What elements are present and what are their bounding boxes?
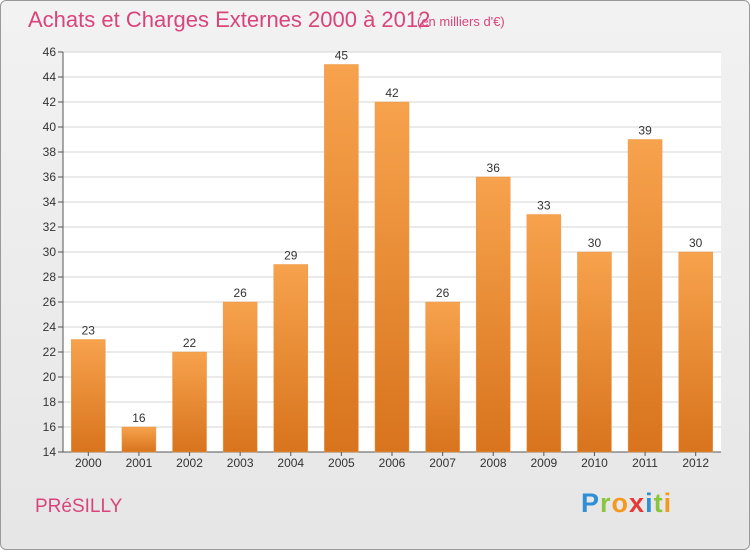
y-tick-label: 24: [43, 320, 57, 334]
data-label: 16: [132, 411, 146, 425]
y-tick-label: 14: [43, 445, 57, 459]
data-label: 30: [689, 236, 703, 250]
data-label: 22: [183, 336, 197, 350]
bar: [374, 101, 410, 453]
bar: [121, 426, 157, 453]
data-label: 29: [284, 249, 298, 263]
x-tick-label: 2003: [227, 456, 254, 470]
bar: [71, 339, 106, 453]
bar: [324, 64, 359, 453]
x-tick-label: 2010: [581, 456, 608, 470]
bar: [475, 176, 511, 453]
x-tick-label: 2007: [429, 456, 456, 470]
y-tick-label: 30: [43, 245, 57, 259]
bar: [273, 264, 309, 453]
logo-letter: x: [629, 488, 646, 518]
data-label: 45: [335, 49, 349, 63]
x-tick-label: 2009: [530, 456, 557, 470]
x-tick-label: 2004: [277, 456, 304, 470]
logo-letter: t: [653, 488, 664, 518]
logo-letter: r: [600, 488, 612, 518]
x-tick-label: 2005: [328, 456, 355, 470]
x-tick-label: 2008: [480, 456, 507, 470]
data-label: 36: [487, 161, 501, 175]
data-label: 30: [588, 236, 602, 250]
logo-letter: P: [581, 488, 601, 518]
x-tick-label: 2002: [176, 456, 203, 470]
data-label: 23: [82, 324, 96, 338]
x-tick-label: 2000: [75, 456, 102, 470]
x-tick-label: 2006: [379, 456, 406, 470]
y-tick-label: 40: [43, 120, 57, 134]
logo-letter: i: [663, 488, 673, 518]
x-tick-label: 2001: [126, 456, 153, 470]
chart-subtitle: (en milliers d'€): [417, 14, 505, 29]
data-label: 26: [436, 286, 450, 300]
y-tick-label: 16: [43, 420, 57, 434]
y-tick-label: 34: [43, 195, 57, 209]
y-tick-label: 20: [43, 370, 57, 384]
data-label: 33: [537, 199, 551, 213]
bar: [222, 301, 258, 453]
data-label: 26: [233, 286, 247, 300]
y-tick-label: 18: [43, 395, 57, 409]
y-tick-label: 22: [43, 345, 57, 359]
proxiti-logo: Proxiti: [581, 488, 672, 519]
y-tick-label: 46: [43, 45, 57, 59]
place-name: PRéSILLY: [35, 496, 123, 517]
logo-letter: o: [611, 488, 630, 518]
y-tick-label: 32: [43, 220, 57, 234]
y-tick-label: 38: [43, 145, 57, 159]
bar: [678, 251, 713, 453]
y-tick-label: 44: [43, 70, 57, 84]
x-tick-label: 2012: [682, 456, 709, 470]
data-label: 42: [385, 86, 399, 100]
logo-letter: i: [645, 488, 654, 518]
y-tick-label: 26: [43, 295, 57, 309]
bar: [627, 139, 663, 453]
x-tick-label: 2011: [632, 456, 658, 470]
y-tick-label: 36: [43, 170, 57, 184]
y-tick-label: 42: [43, 95, 57, 109]
chart-title: Achats et Charges Externes 2000 à 2012: [28, 7, 431, 32]
data-label: 39: [638, 124, 652, 138]
y-tick-label: 28: [43, 270, 57, 284]
bar: [172, 351, 207, 453]
bar: [526, 214, 562, 453]
bar: [425, 301, 460, 453]
bar: [577, 251, 612, 453]
